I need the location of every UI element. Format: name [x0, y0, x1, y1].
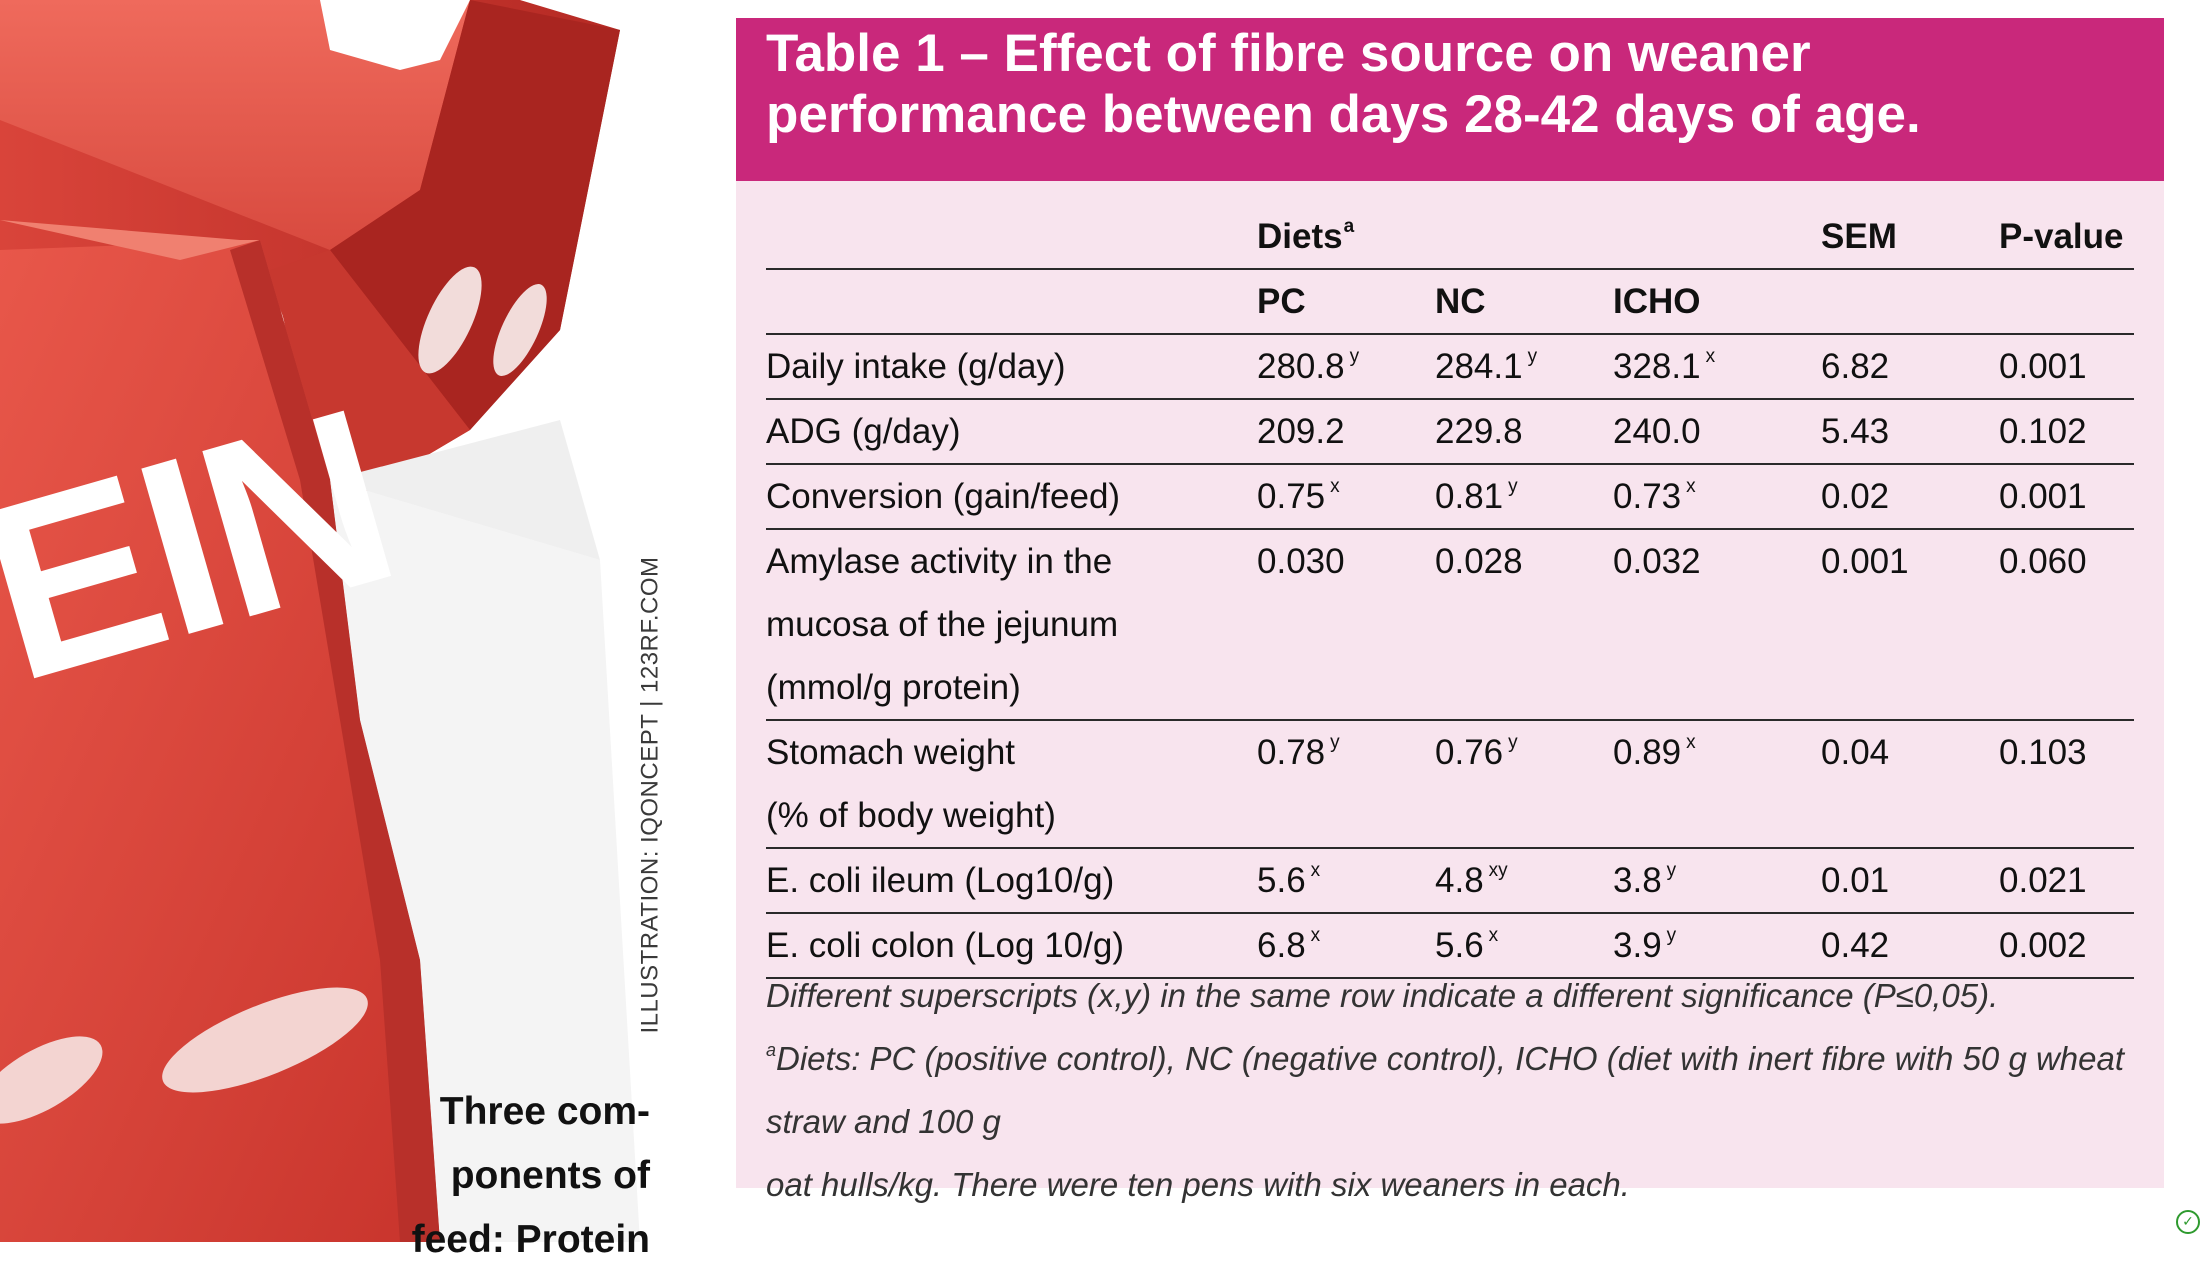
table-title: Table 1 – Effect of fibre source on wean… [766, 24, 1921, 144]
cell-icho: 0.73 x [1613, 464, 1821, 530]
cell-pc: 209.2 [1257, 399, 1435, 465]
table-row: E. coli colon (Log 10/g) 6.8 x 5.6 x 3.9 y 0.42… [766, 913, 2134, 979]
cell-pc: 0.78 y [1257, 720, 1435, 849]
sem-header: SEM [1821, 205, 1999, 270]
cell-sem: 6.82 [1821, 334, 1999, 400]
cell-icho: 328.1 x [1613, 334, 1821, 400]
row-label: Stomach weight (% of body weight) [766, 720, 1257, 849]
leaf-logo-icon: ✓ [2176, 1210, 2200, 1234]
cell-pvalue: 0.060 [1999, 529, 2134, 721]
pvalue-header: P-value [1999, 205, 2134, 270]
cell-pc: 6.8 x [1257, 913, 1435, 979]
nc-header: NC [1435, 269, 1613, 335]
row-label: E. coli ileum (Log10/g) [766, 848, 1257, 914]
cell-sem: 0.04 [1821, 720, 1999, 849]
cell-icho: 0.89 x [1613, 720, 1821, 849]
table-panel: Table 1 – Effect of fibre source on wean… [736, 18, 2164, 1203]
row-label: Conversion (gain/feed) [766, 464, 1257, 530]
diets-header: Dietsa [1257, 205, 1435, 270]
illustration-credit: ILLUSTRATION: IQONCEPT | 123RF.COM [637, 556, 665, 1034]
significance-note: Different superscripts (x,y) in the same… [766, 977, 1999, 1014]
row-label: ADG (g/day) [766, 399, 1257, 465]
table-row: ADG (g/day) 209.2 229.8 240.0 5.43 0.102 [766, 399, 2134, 465]
cell-sem: 0.02 [1821, 464, 1999, 530]
cell-nc: 0.76 y [1435, 720, 1613, 849]
icho-header: ICHO [1613, 269, 1821, 335]
cell-nc: 229.8 [1435, 399, 1613, 465]
table-header-row: Dietsa SEM P-value [766, 205, 2134, 270]
table-row: Daily intake (g/day) 280.8 y 284.1 y 328.1 x 6.… [766, 334, 2134, 400]
table-row: E. coli ileum (Log10/g) 5.6 x 4.8 xy 3.8 y 0.01… [766, 848, 2134, 914]
cell-pc: 0.75 x [1257, 464, 1435, 530]
table-row: Conversion (gain/feed) 0.75 x 0.81 y 0.73 x 0.0… [766, 464, 2134, 530]
cell-pvalue: 0.102 [1999, 399, 2134, 465]
cell-pvalue: 0.001 [1999, 464, 2134, 530]
caption-line: Three com- [439, 1090, 650, 1133]
cell-icho: 3.8 y [1613, 848, 1821, 914]
table-notes: Different superscripts (x,y) in the same… [766, 964, 2146, 1216]
caption-line: ponents of [450, 1154, 650, 1197]
results-table: Dietsa SEM P-value PC NC ICHO Daily inta… [766, 205, 2134, 979]
cell-nc: 0.81 y [1435, 464, 1613, 530]
cell-pvalue: 0.021 [1999, 848, 2134, 914]
cell-pc: 5.6 x [1257, 848, 1435, 914]
pc-header: PC [1257, 269, 1435, 335]
cell-sem: 0.42 [1821, 913, 1999, 979]
dice-illustration: EIN [0, 0, 720, 1242]
cell-sem: 0.01 [1821, 848, 1999, 914]
table-row: Amylase activity in the mucosa of the jej… [766, 529, 2134, 721]
table-row: Stomach weight (% of body weight) 0.78 y 0.7… [766, 720, 2134, 849]
cell-sem: 0.001 [1821, 529, 1999, 721]
table-subheader-row: PC NC ICHO [766, 269, 2134, 335]
cell-icho: 0.032 [1613, 529, 1821, 721]
row-label: Daily intake (g/day) [766, 334, 1257, 400]
cell-sem: 5.43 [1821, 399, 1999, 465]
cell-pvalue: 0.002 [1999, 913, 2134, 979]
cell-icho: 240.0 [1613, 399, 1821, 465]
cell-nc: 0.028 [1435, 529, 1613, 721]
diets-note-cont: oat hulls/kg. There were ten pens with s… [766, 1166, 1630, 1203]
cell-pc: 280.8 y [1257, 334, 1435, 400]
cell-nc: 4.8 xy [1435, 848, 1613, 914]
row-label: E. coli colon (Log 10/g) [766, 913, 1257, 979]
table-title-bar: Table 1 – Effect of fibre source on wean… [736, 18, 2164, 181]
cell-pc: 0.030 [1257, 529, 1435, 721]
row-label: Amylase activity in the mucosa of the jej… [766, 529, 1257, 721]
caption-line: feed: Protein [411, 1218, 650, 1261]
cell-nc: 5.6 x [1435, 913, 1613, 979]
cell-pvalue: 0.001 [1999, 334, 2134, 400]
diets-note: aDiets: PC (positive control), NC (negat… [766, 1040, 2125, 1140]
cell-pvalue: 0.103 [1999, 720, 2134, 849]
cell-icho: 3.9 y [1613, 913, 1821, 979]
cell-nc: 284.1 y [1435, 334, 1613, 400]
article-caption: Three com- ponents of feed: Protein [380, 1080, 650, 1272]
